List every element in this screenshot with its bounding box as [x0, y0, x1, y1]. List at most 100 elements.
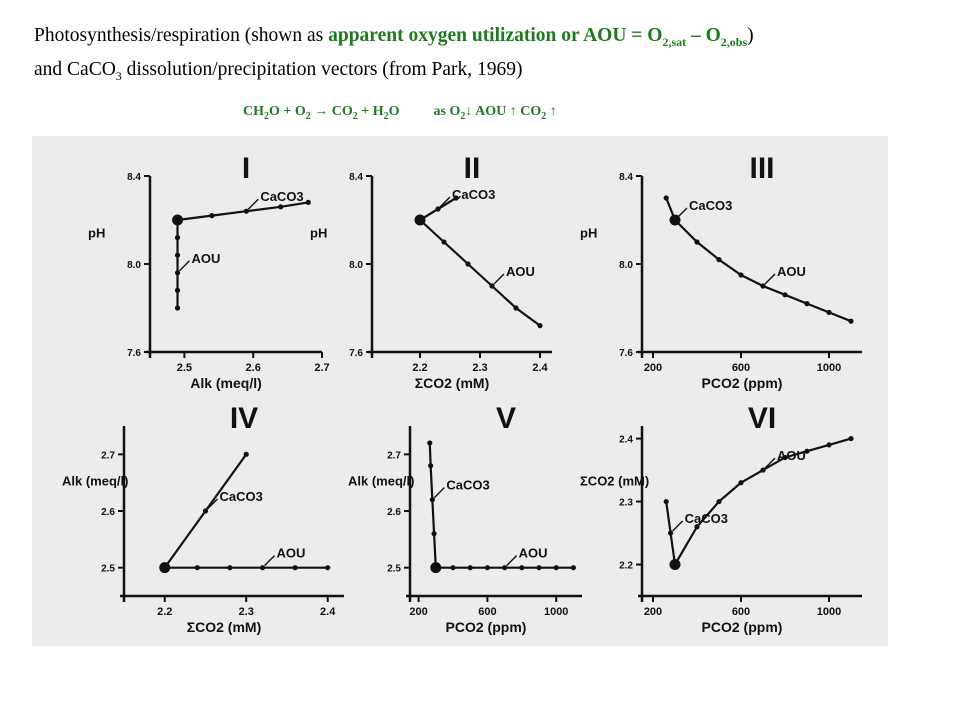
series-label-aou: AOU — [192, 251, 221, 266]
data-point — [782, 454, 788, 461]
x-tick-label: 1000 — [817, 362, 841, 374]
series-label-aou: AOU — [777, 448, 806, 463]
data-point — [453, 195, 459, 201]
data-point — [431, 531, 437, 537]
panel-label-VI: VI — [748, 402, 776, 435]
eq-part: O + O — [269, 104, 306, 119]
eq-part: O — [388, 104, 400, 119]
panel-label-II: II — [464, 152, 481, 185]
y-tick-label: 7.6 — [349, 348, 363, 359]
series-label-aou: AOU — [277, 546, 306, 561]
x-axis-label: ΣCO2 (mM) — [187, 619, 262, 635]
series-line-caco3 — [428, 442, 437, 568]
label-leader — [247, 198, 259, 210]
data-point — [435, 206, 441, 212]
data-point — [194, 565, 200, 571]
title-line1-sub1: 2,sat — [662, 34, 687, 49]
label-leader — [439, 196, 451, 208]
title-line1-sub2: 2,obs — [720, 34, 748, 49]
x-axis-label: ΣCO2 (mM) — [415, 375, 490, 391]
series-label-caco3: CaCO3 — [685, 511, 728, 526]
label-leader — [506, 555, 518, 567]
y-tick-label: 8.0 — [127, 260, 141, 271]
reaction-equation: CH2O + O2 → CO2 + H2O as O2↓ AOU ↑ CO2 ↑ — [243, 104, 557, 122]
data-point — [467, 565, 473, 571]
data-point — [174, 270, 181, 276]
x-tick-label: 600 — [732, 362, 750, 374]
data-point — [325, 565, 331, 571]
y-axis-label: pH — [88, 226, 105, 241]
y-axis-label: pH — [580, 226, 597, 241]
slide-title: Photosynthesis/respiration (shown as app… — [34, 22, 944, 90]
data-point — [760, 283, 766, 289]
label-leader — [764, 457, 776, 469]
eq-part: → CO — [310, 104, 353, 119]
y-tick-label: 2.2 — [619, 561, 633, 572]
data-point — [716, 498, 722, 505]
label-leader — [433, 487, 445, 499]
panel-label-III: III — [749, 152, 774, 185]
data-point — [174, 235, 181, 241]
data-point — [484, 565, 490, 571]
data-point — [305, 199, 311, 205]
x-tick-label: 2.2 — [412, 362, 427, 374]
series-label-caco3: CaCO3 — [219, 489, 262, 504]
data-point — [760, 467, 766, 473]
data-point — [428, 463, 434, 469]
eq-sub: 2 — [352, 110, 358, 122]
y-tick-label: 8.4 — [619, 172, 633, 183]
eq-sub: 2 — [460, 110, 466, 122]
y-tick-label: 2.7 — [387, 450, 401, 461]
y-tick-label: 8.4 — [127, 172, 141, 183]
x-tick-label: 200 — [409, 606, 427, 618]
data-point — [174, 252, 181, 258]
series-line-caco3 — [177, 201, 309, 222]
data-point — [537, 323, 543, 329]
x-tick-label: 600 — [478, 606, 496, 618]
panel-label-IV: IV — [230, 402, 258, 435]
label-leader — [206, 498, 218, 510]
eq-sub: 2 — [305, 110, 311, 122]
y-axis-label: Alk (meq/l) — [62, 474, 128, 489]
data-point — [209, 213, 215, 219]
data-point — [429, 497, 435, 503]
data-point — [848, 435, 854, 442]
y-tick-label: 2.5 — [101, 564, 115, 575]
data-point — [227, 565, 233, 571]
data-point — [738, 272, 744, 278]
x-tick-label: 2.5 — [177, 362, 192, 374]
title-line1-a: Photosynthesis/respiration (shown as — [34, 25, 329, 46]
label-leader — [672, 520, 684, 532]
data-point — [663, 498, 669, 505]
data-point — [243, 208, 249, 214]
eq-part: + H — [357, 104, 384, 119]
origin-point — [669, 559, 681, 571]
y-axis-label: ΣCO2 (mM) — [580, 474, 649, 489]
origin-point — [172, 214, 184, 226]
eq-sub: 2 — [541, 110, 547, 122]
eq-part: as O — [433, 104, 461, 119]
data-point — [694, 524, 700, 530]
data-point — [450, 565, 456, 571]
data-point — [804, 301, 810, 307]
data-point — [441, 239, 447, 245]
data-point — [536, 565, 542, 571]
data-point — [465, 261, 471, 267]
data-point — [826, 442, 832, 448]
y-tick-label: 2.3 — [619, 498, 633, 509]
label-leader — [493, 273, 505, 285]
y-tick-label: 7.6 — [127, 348, 141, 359]
eq-sub: 2 — [383, 110, 389, 122]
data-point — [174, 305, 181, 311]
data-point — [259, 565, 266, 571]
data-point — [489, 283, 495, 289]
x-tick-label: 2.3 — [239, 606, 254, 618]
title-line2-b: dissolution/precipitation vectors (from … — [121, 58, 523, 80]
eq-sub: 2 — [264, 110, 269, 122]
data-point — [570, 565, 577, 571]
title-line1-b: apparent oxygen utilization or AOU = O — [328, 25, 663, 46]
x-tick-label: 1000 — [544, 606, 568, 618]
label-leader — [264, 555, 276, 567]
x-tick-label: 2.4 — [320, 606, 336, 618]
series-line-aou — [674, 219, 852, 323]
